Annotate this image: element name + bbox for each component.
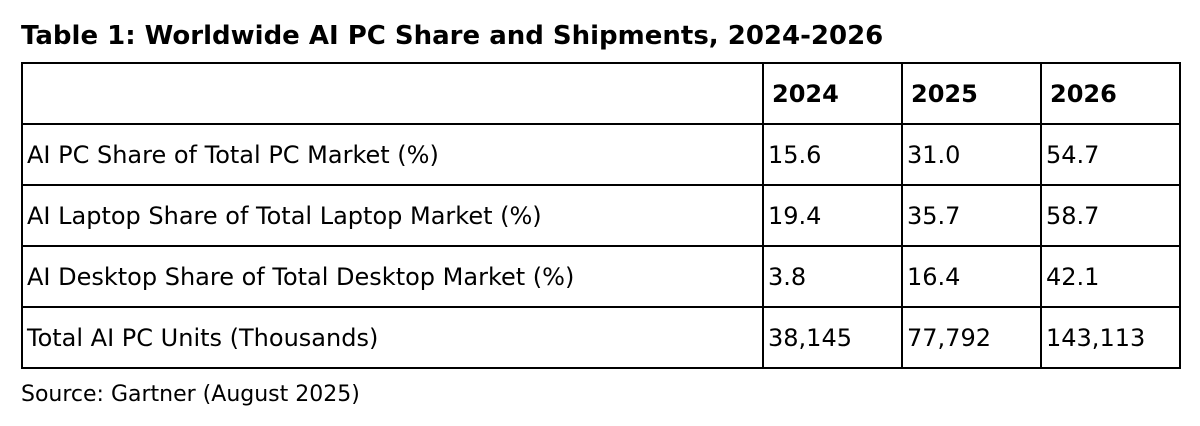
table-cell: 77,792 [901,306,1042,369]
header-cell-2026: 2026 [1040,62,1181,125]
table-cell: 31.0 [901,123,1042,186]
table-row: Total AI PC Units (Thousands) 38,145 77,… [21,306,1181,369]
header-cell-label [21,62,764,125]
table-cell: 54.7 [1040,123,1181,186]
header-cell-2024: 2024 [762,62,903,125]
table-row: AI Desktop Share of Total Desktop Market… [21,245,1181,308]
header-row: 2024 2025 2026 [21,62,1181,125]
table-cell: 16.4 [901,245,1042,308]
table-cell: 19.4 [762,184,903,247]
table-cell: 15.6 [762,123,903,186]
table-cell: 42.1 [1040,245,1181,308]
table-cell: 38,145 [762,306,903,369]
table-cell: 3.8 [762,245,903,308]
row-label: Total AI PC Units (Thousands) [21,306,764,369]
header-cell-2025: 2025 [901,62,1042,125]
table-cell: 35.7 [901,184,1042,247]
table-cell: 143,113 [1040,306,1181,369]
table-title: Table 1: Worldwide AI PC Share and Shipm… [21,21,884,51]
data-table: 2024 2025 2026 AI PC Share of Total PC M… [21,62,1181,369]
table-row: AI Laptop Share of Total Laptop Market (… [21,184,1181,247]
row-label: AI Laptop Share of Total Laptop Market (… [21,184,764,247]
source-note: Source: Gartner (August 2025) [21,382,360,407]
row-label: AI PC Share of Total PC Market (%) [21,123,764,186]
row-label: AI Desktop Share of Total Desktop Market… [21,245,764,308]
table-row: AI PC Share of Total PC Market (%) 15.6 … [21,123,1181,186]
table-cell: 58.7 [1040,184,1181,247]
